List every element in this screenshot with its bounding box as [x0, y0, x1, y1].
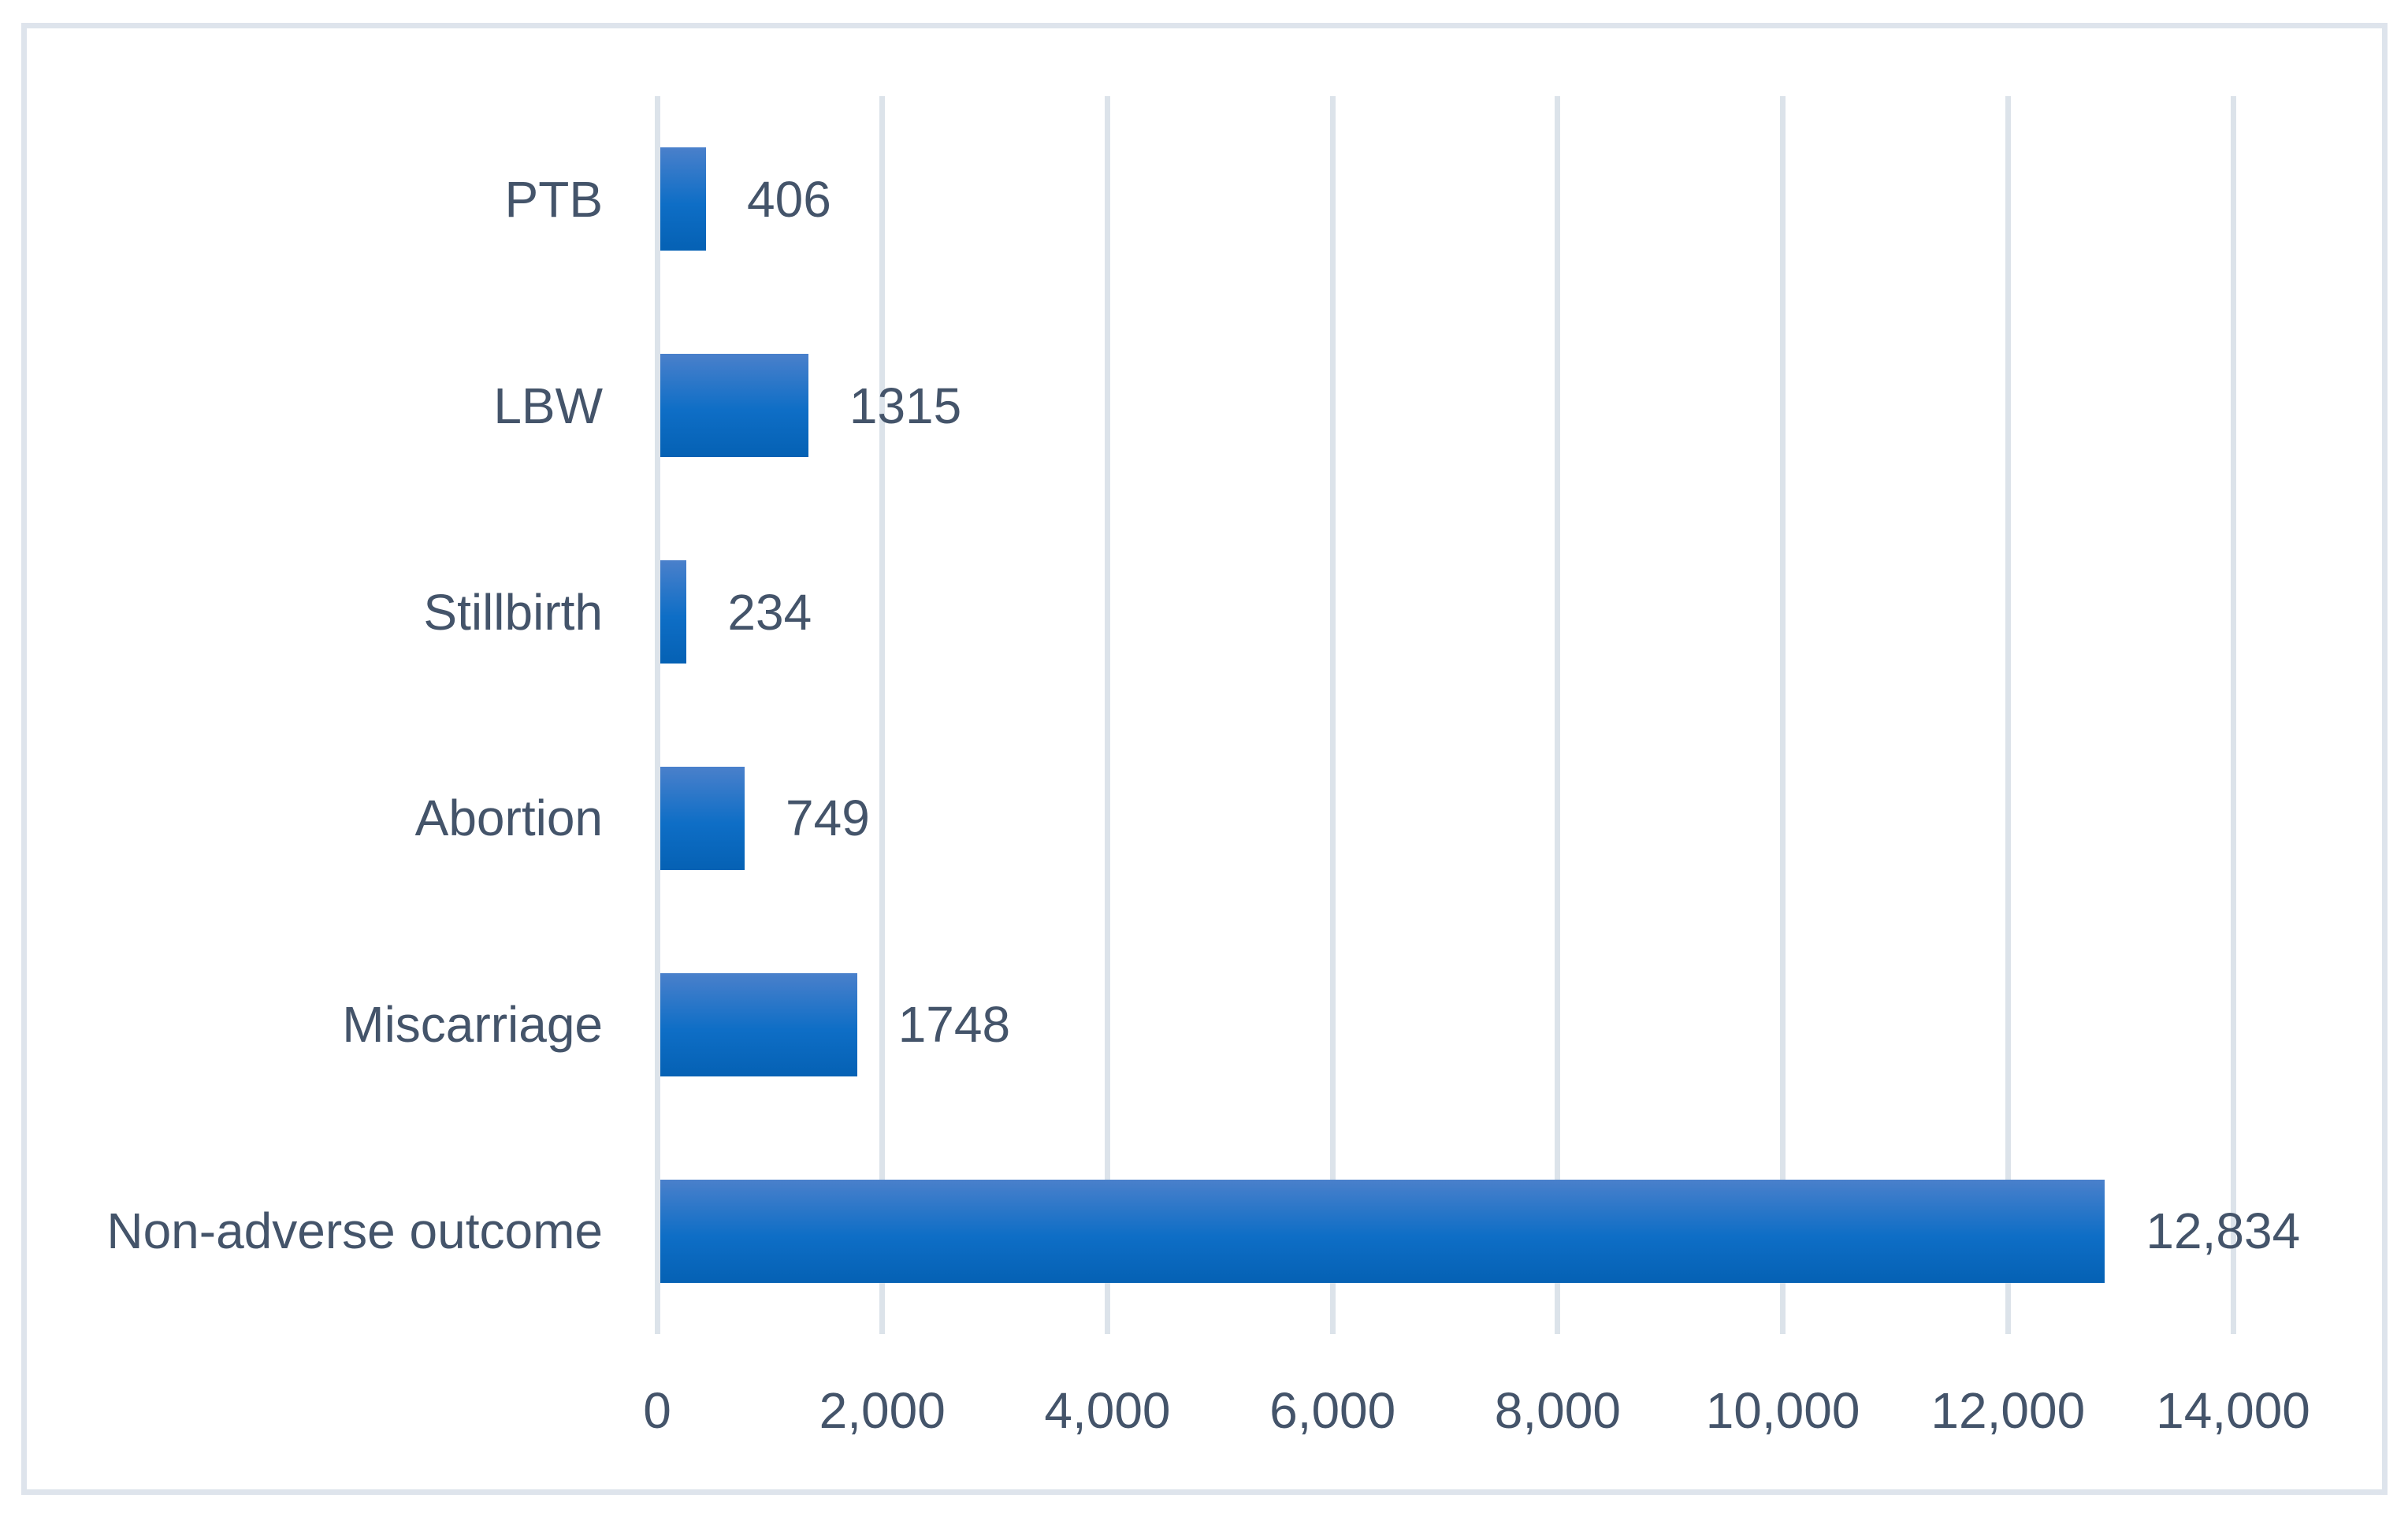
category-label: PTB	[504, 170, 603, 228]
x-tick-label: 14,000	[2156, 1382, 2310, 1439]
bar-lbw	[660, 354, 808, 458]
bar-stillbirth	[660, 560, 687, 664]
bar-ptb	[660, 147, 706, 251]
category-label: Abortion	[414, 790, 603, 847]
category-label: Non-adverse outcome	[106, 1203, 603, 1260]
gridline-x-10000	[1780, 96, 1786, 1334]
gridline-x-6000	[1329, 96, 1336, 1334]
x-tick-label: 4,000	[1044, 1382, 1171, 1439]
category-label: Miscarriage	[342, 996, 603, 1054]
value-label: 1315	[849, 377, 962, 434]
gridline-x-0	[654, 96, 660, 1334]
x-tick-label: 10,000	[1705, 1382, 1860, 1439]
bar-miscarriage	[660, 972, 857, 1076]
x-tick-label: 2,000	[819, 1382, 946, 1439]
value-label: 406	[747, 170, 831, 228]
x-tick-label: 6,000	[1269, 1382, 1396, 1439]
gridline-x-4000	[1104, 96, 1110, 1334]
x-tick-label: 8,000	[1494, 1382, 1621, 1439]
gridline-x-12000	[2005, 96, 2011, 1334]
x-tick-label: 12,000	[1930, 1382, 2086, 1439]
value-label: 749	[786, 790, 870, 847]
category-label: LBW	[493, 377, 603, 434]
bar-abortion	[660, 766, 745, 870]
bar-non-adverse-outcome	[660, 1179, 2105, 1283]
gridline-x-14000	[2230, 96, 2236, 1334]
value-label: 234	[727, 583, 812, 641]
gridline-x-8000	[1555, 96, 1561, 1334]
category-label: Stillbirth	[423, 583, 603, 641]
x-tick-label: 0	[643, 1382, 671, 1439]
value-label: 1748	[897, 996, 1011, 1054]
value-label: 12,834	[2146, 1203, 2301, 1260]
gridline-x-2000	[879, 96, 886, 1334]
